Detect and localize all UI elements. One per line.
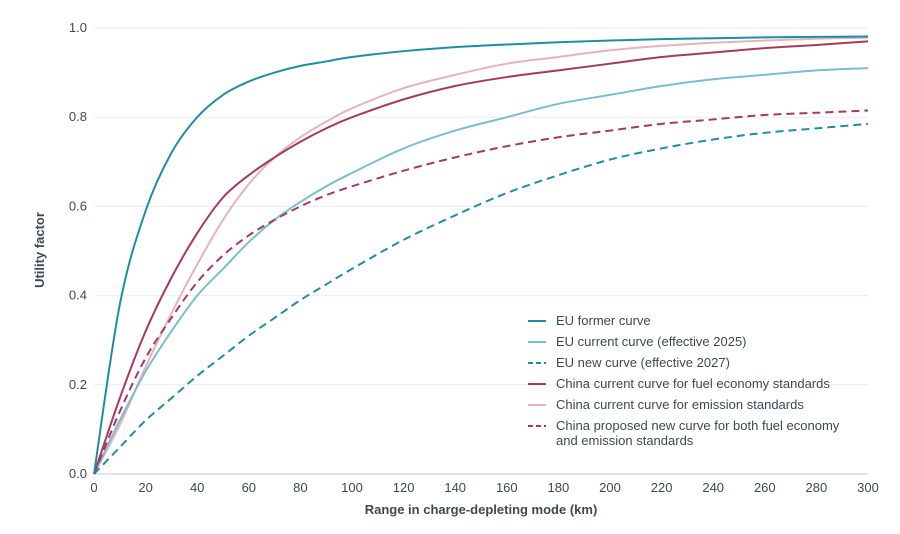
x-tick-label: 160 xyxy=(496,480,518,495)
series-line-5 xyxy=(93,109,869,475)
x-tick-label: 260 xyxy=(754,480,776,495)
x-tick-label: 240 xyxy=(702,480,724,495)
x-tick-label: 80 xyxy=(293,480,307,495)
x-axis-ticks: 0 20 40 60 80 100 120 140 160 180 200 220 240 260 280 3… xyxy=(90,480,878,495)
y-tick-label: 0.0 xyxy=(69,466,87,481)
legend: EU former curve EU current curve (effecti… xyxy=(528,313,840,448)
series-line-1 xyxy=(93,67,869,475)
y-tick-label: 0.2 xyxy=(69,377,87,392)
series-line-0 xyxy=(93,35,869,475)
y-tick-label: 0.4 xyxy=(69,288,87,303)
x-tick-label: 220 xyxy=(651,480,673,495)
x-tick-label: 100 xyxy=(341,480,363,495)
x-tick-label: 280 xyxy=(806,480,828,495)
y-tick-label: 0.8 xyxy=(69,109,87,124)
series-layer xyxy=(93,35,869,475)
legend-label: EU new curve (effective 2027) xyxy=(556,355,730,370)
legend-label: China current curve for fuel economy sta… xyxy=(556,376,830,391)
y-tick-label: 0.6 xyxy=(69,198,87,213)
series-line-3 xyxy=(93,40,869,475)
y-axis-ticks: 0.0 0.2 0.4 0.6 0.8 1.0 xyxy=(69,20,87,481)
legend-label: EU former curve xyxy=(556,313,651,328)
x-tick-label: 300 xyxy=(857,480,879,495)
x-tick-label: 180 xyxy=(548,480,570,495)
x-tick-label: 200 xyxy=(599,480,621,495)
series-line-4 xyxy=(93,36,869,475)
x-tick-label: 140 xyxy=(444,480,466,495)
x-tick-label: 40 xyxy=(190,480,204,495)
y-tick-label: 1.0 xyxy=(69,20,87,35)
series-line-2 xyxy=(93,122,869,475)
x-tick-label: 0 xyxy=(90,480,97,495)
legend-label: China proposed new curve for both fuel e… xyxy=(556,418,840,448)
x-tick-label: 20 xyxy=(138,480,152,495)
x-tick-label: 60 xyxy=(242,480,256,495)
legend-label: EU current curve (effective 2025) xyxy=(556,334,747,349)
x-axis-title: Range in charge-depleting mode (km) xyxy=(365,502,598,517)
x-tick-label: 120 xyxy=(393,480,415,495)
y-axis-title: Utility factor xyxy=(32,212,47,288)
legend-label: China current curve for emission standar… xyxy=(556,397,804,412)
